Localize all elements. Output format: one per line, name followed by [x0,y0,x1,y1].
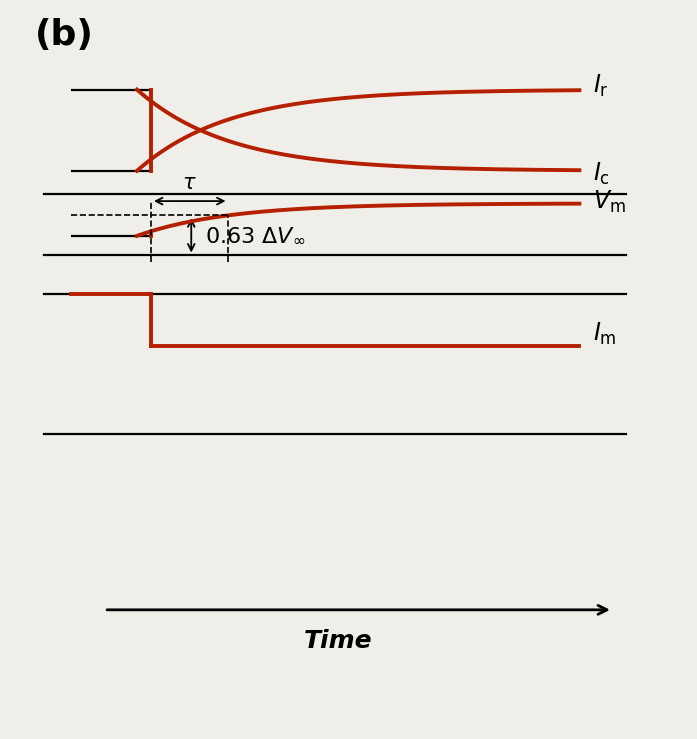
Text: (b): (b) [35,18,93,52]
Text: $\mathit{V}_\mathrm{m}$: $\mathit{V}_\mathrm{m}$ [592,188,626,214]
Text: $\tau$: $\tau$ [183,173,197,194]
Text: $\mathit{I}_\mathrm{c}$: $\mathit{I}_\mathrm{c}$ [592,161,610,187]
Text: $\mathit{I}_\mathrm{r}$: $\mathit{I}_\mathrm{r}$ [592,73,608,100]
Text: Time: Time [304,630,373,653]
Text: $\mathit{I}_\mathrm{m}$: $\mathit{I}_\mathrm{m}$ [592,320,616,347]
Text: $0.63\ \Delta V_\infty$: $0.63\ \Delta V_\infty$ [205,225,305,245]
